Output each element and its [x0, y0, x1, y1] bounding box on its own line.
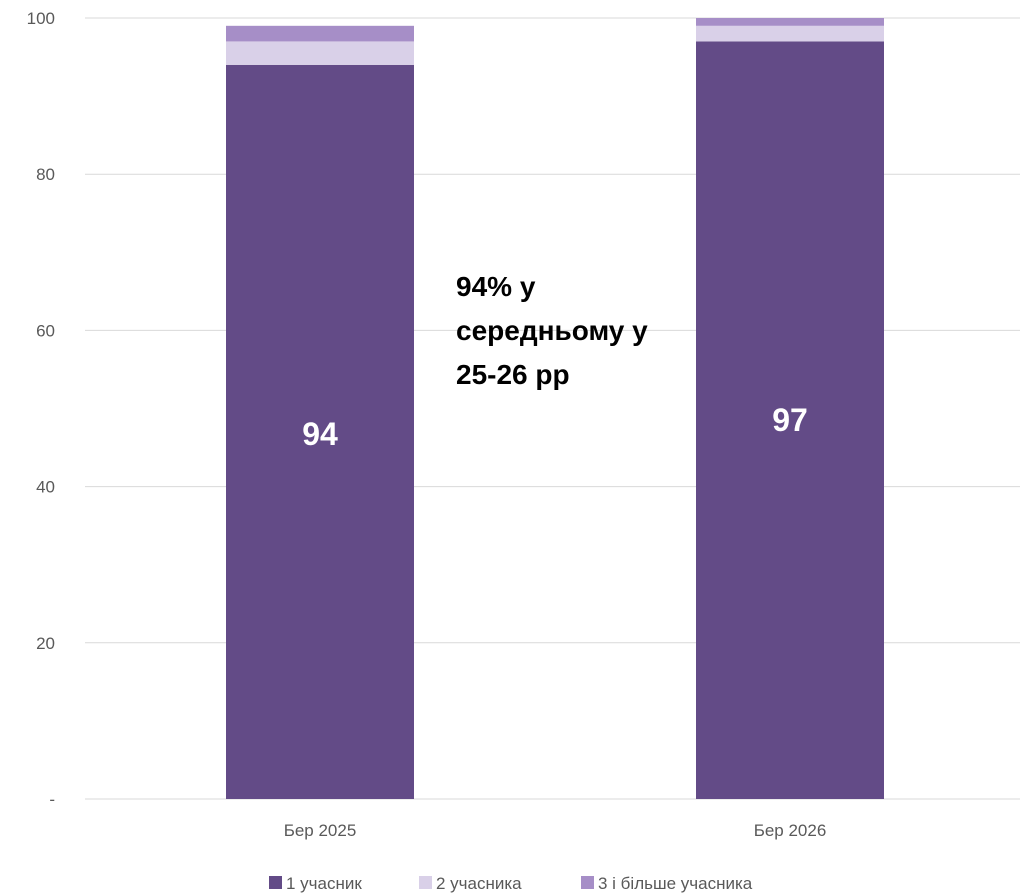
- y-tick-label: 40: [36, 478, 55, 497]
- legend-item: 3 і більше учасника: [581, 874, 753, 893]
- legend-label: 3 і більше учасника: [598, 874, 753, 893]
- y-tick-label: -: [49, 790, 55, 809]
- annotation-text: 94% у середньому у 25-26 рр: [456, 271, 648, 390]
- bar-segment: [696, 41, 884, 800]
- legend-item: 2 учасника: [419, 874, 522, 893]
- legend-item: 1 учасник: [269, 874, 362, 893]
- bar-segment: [696, 25, 884, 42]
- y-tick-label: 20: [36, 634, 55, 653]
- bars: [226, 18, 884, 800]
- bar-segment: [226, 41, 414, 65]
- y-axis-ticks: - 20 40 60 80 100: [27, 9, 55, 809]
- legend-swatch: [581, 876, 594, 889]
- data-label: 94: [302, 416, 338, 452]
- x-axis-categories: Бер 2025 Бер 2026: [284, 821, 827, 840]
- legend-swatch: [419, 876, 432, 889]
- x-category-label: Бер 2025: [284, 821, 357, 840]
- legend-label: 1 учасник: [286, 874, 362, 893]
- bar-segment: [226, 25, 414, 42]
- y-tick-label: 100: [27, 9, 55, 28]
- annotation-line: 25-26 рр: [456, 359, 570, 390]
- bar-segment: [696, 18, 884, 26]
- legend-swatch: [269, 876, 282, 889]
- data-labels: 94 97: [302, 402, 808, 452]
- x-category-label: Бер 2026: [754, 821, 827, 840]
- legend: 1 учасник 2 учасника 3 і більше учасника: [269, 874, 753, 893]
- data-label: 97: [772, 402, 808, 438]
- annotation-line: 94% у: [456, 271, 536, 302]
- annotation-line: середньому у: [456, 315, 648, 346]
- y-tick-label: 60: [36, 321, 55, 340]
- legend-label: 2 учасника: [436, 874, 522, 893]
- y-tick-label: 80: [36, 165, 55, 184]
- bar-segment: [226, 64, 414, 800]
